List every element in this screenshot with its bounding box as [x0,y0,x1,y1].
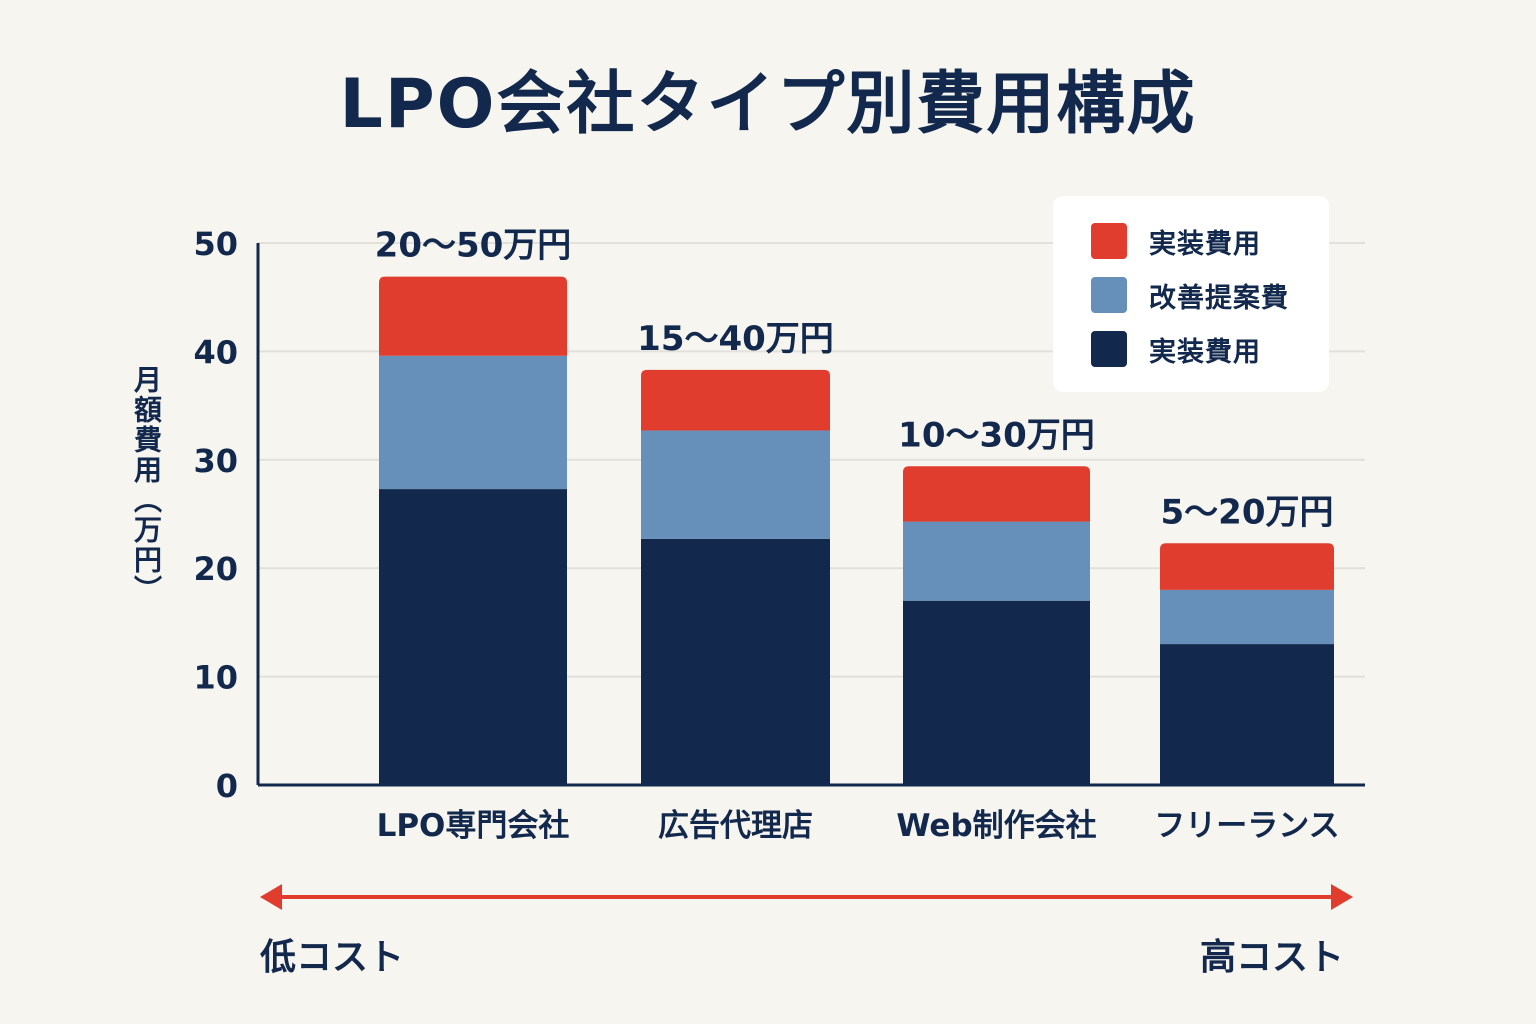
bar-total-label: 5～20万円 [1161,492,1334,532]
bar-segment [641,369,830,431]
y-tick-label: 20 [193,550,238,588]
legend-swatch-blue [1091,277,1127,313]
legend-swatch-red [1091,223,1127,259]
bar-segment [903,466,1090,522]
y-tick-label: 50 [193,225,238,263]
y-tick-label: 30 [193,442,238,480]
legend-label: 実装費用 [1149,228,1261,260]
y-tick-label: 40 [193,333,238,371]
bar-segment [903,600,1090,785]
bar-segment [903,521,1090,601]
chart-title: LPO会社タイプ別費用構成 [339,65,1197,144]
legend-label: 実装費用 [1149,336,1261,368]
legend-item-implementation-bottom: 実装費用 [1091,330,1261,368]
x-category-label: 広告代理店 [658,808,813,844]
legend-item-improvement: 改善提案費 [1091,276,1289,314]
legend-item-implementation-top: 実装費用 [1091,222,1261,260]
bar-segment [641,538,830,785]
bar-segment [379,355,567,490]
bar-segment [1160,543,1334,590]
bar-total-label: 10～30万円 [898,415,1095,455]
y-tick-label: 0 [216,767,238,805]
x-category-label: LPO専門会社 [377,808,570,844]
legend-swatch-navy [1091,331,1127,367]
bar-segment [1160,589,1334,645]
high-cost-label: 高コスト [1200,937,1345,978]
bar-segment [379,276,567,356]
x-category-label: フリーランス [1154,808,1339,844]
y-axis-label: 月額費用（万円） [130,365,163,605]
bar-segment [1160,644,1334,785]
bar-total-label: 15～40万円 [637,319,834,359]
legend-label: 改善提案費 [1149,282,1289,314]
y-tick-label: 10 [193,659,238,697]
cost-arrow-left-head [260,884,282,910]
bar-segment [379,489,567,785]
bar-total-label: 20～50万円 [375,226,572,266]
legend: 実装費用 改善提案費 実装費用 [1053,196,1329,392]
cost-arrow-right-head [1331,884,1353,910]
bar-segment [641,430,830,539]
low-cost-label: 低コスト [260,937,405,978]
x-category-label: Web制作会社 [896,808,1096,844]
